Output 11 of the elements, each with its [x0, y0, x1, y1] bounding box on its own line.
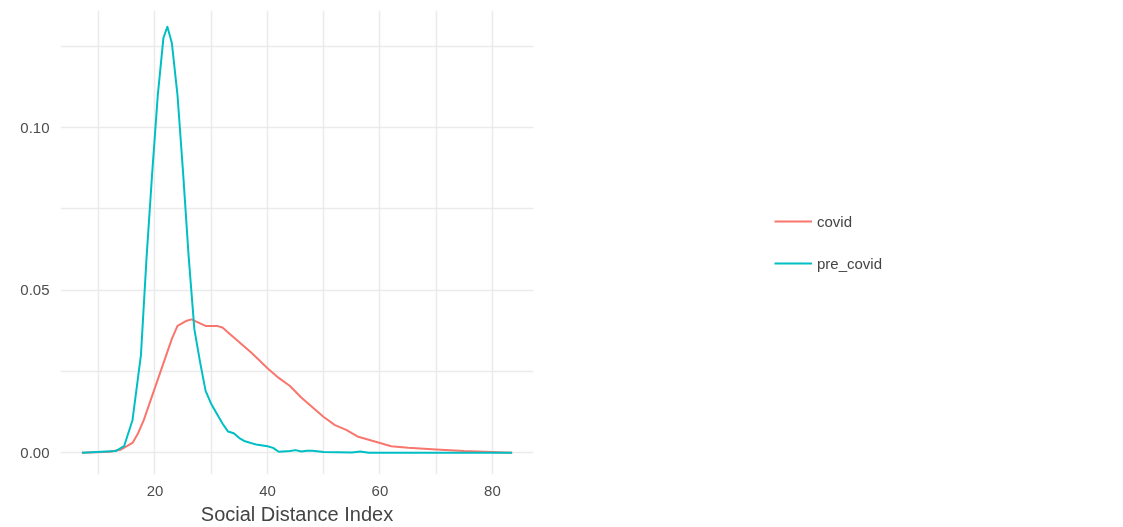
y-tick-label: 0.05	[20, 281, 50, 299]
x-axis-title: Social Distance Index	[200, 502, 394, 525]
legend-label: covid	[816, 212, 853, 230]
x-tick-label: 80	[484, 481, 501, 499]
y-tick-label: 0.10	[20, 118, 50, 136]
x-tick-label: 20	[146, 481, 164, 499]
x-tick-label: 60	[371, 481, 389, 499]
x-tick-label: 40	[259, 481, 276, 499]
legend-label: pre_covid	[816, 254, 883, 272]
line-series	[80, 25, 514, 454]
y-tick-label: 0.00	[20, 443, 50, 461]
